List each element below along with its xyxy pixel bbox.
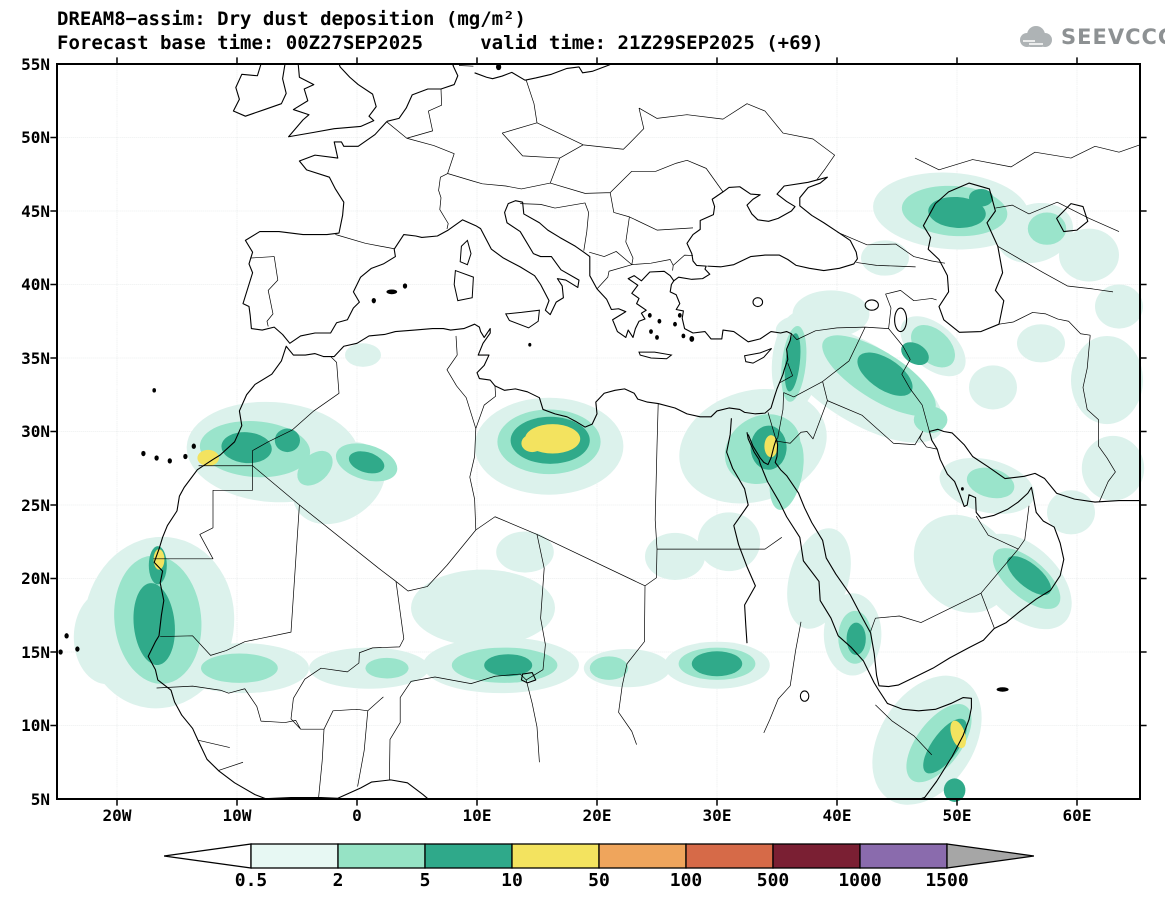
colorbar-label-10: 10 <box>501 870 523 891</box>
coastline-arabia-gulf-iran <box>748 429 1140 686</box>
map-frame-and-ticks <box>50 57 1146 805</box>
borders-north-africa <box>396 336 932 755</box>
colorbar-seg-0.5-2 <box>250 843 339 869</box>
cloud-icon <box>1020 26 1052 47</box>
lon-ticks <box>117 57 1077 806</box>
colorbar-seg-5-10 <box>424 843 513 869</box>
balearic-islands <box>371 283 532 347</box>
lon-label-40e: 40E <box>822 806 852 825</box>
colorbar-label-1000: 1000 <box>838 870 882 891</box>
colorbar-seg-2-5 <box>337 843 426 869</box>
colorbar <box>164 843 1034 869</box>
colorbar-arrow-below <box>164 843 252 869</box>
coastline-northsea-baltic <box>387 64 611 121</box>
dust-deposition-map <box>57 64 1140 799</box>
colorbar-seg-50-100 <box>598 843 687 869</box>
lon-label-50e: 50E <box>942 806 972 825</box>
canary-islands <box>141 388 196 464</box>
lat-label-35n: 35N <box>21 349 50 368</box>
coastline-redsea-somalia <box>747 432 971 798</box>
chart-title: DREAM8−assim: Dry dust deposition (mg/m²… <box>57 8 526 30</box>
coastline-ireland <box>233 64 286 116</box>
lat-label-40n: 40N <box>21 275 50 294</box>
lake-tuz <box>753 298 763 307</box>
lon-label-10w: 10W <box>222 806 252 825</box>
colorbar-label-1500: 1500 <box>925 870 969 891</box>
coastline-africa-levant-anatolia <box>148 281 791 799</box>
borders-middle-east <box>768 290 1029 631</box>
lon-label-10e: 10E <box>462 806 492 825</box>
lake-tana <box>800 691 808 701</box>
lat-ticks <box>50 138 1147 726</box>
colorbar-label-5: 5 <box>419 870 431 891</box>
logo-text: SEEVCCC <box>1061 25 1165 49</box>
cape-verde-islands <box>58 633 80 655</box>
lon-label-20w: 20W <box>102 806 132 825</box>
colorbar-label-100: 100 <box>669 870 703 891</box>
colorbar-seg-100-500 <box>685 843 774 869</box>
colorbar-seg-1000-1500 <box>859 843 948 869</box>
colorbar-arrow-above <box>946 843 1034 869</box>
lon-label-20e: 20E <box>582 806 612 825</box>
lake-chad <box>521 673 535 683</box>
colorbar-seg-10-50 <box>511 843 600 869</box>
sicily-island <box>506 310 540 328</box>
coastline-caspian-sea <box>923 183 1003 332</box>
lat-label-25n: 25N <box>21 496 50 515</box>
lon-label-60e: 60E <box>1062 806 1092 825</box>
colorbar-label-2: 2 <box>332 870 344 891</box>
coastline-aral-sea <box>1057 204 1088 232</box>
lake-urmia <box>895 308 907 332</box>
seevccc-logo: SEEVCCC <box>1015 24 1165 50</box>
country-borders <box>153 65 1140 797</box>
lat-label-30n: 30N <box>21 422 50 441</box>
lat-label-45n: 45N <box>21 202 50 221</box>
lat-label-10n: 10N <box>21 716 50 735</box>
lon-label-0: 0 <box>352 806 362 825</box>
sardinia-island <box>454 271 473 301</box>
aegean-islands <box>647 313 695 342</box>
coastlines <box>148 64 1140 799</box>
crete-island <box>639 352 671 359</box>
lake-van <box>865 300 878 310</box>
dust-shade-level1 <box>73 172 1145 805</box>
colorbar-label-50: 50 <box>588 870 610 891</box>
lat-label-50n: 50N <box>21 128 50 147</box>
lat-label-20n: 20N <box>21 569 50 588</box>
cyprus-island <box>745 348 772 363</box>
colorbar-label-500: 500 <box>756 870 790 891</box>
lon-label-30e: 30E <box>702 806 732 825</box>
coastline-europe <box>243 121 857 343</box>
other-islands <box>495 63 1009 692</box>
lat-label-5n: 5N <box>30 790 50 809</box>
colorbar-label-0.5: 0.5 <box>234 870 268 891</box>
coastline-nile-river <box>727 418 756 643</box>
islands-and-lakes <box>58 63 1009 702</box>
colorbar-seg-500-1000 <box>772 843 861 869</box>
lat-label-15n: 15N <box>21 643 50 662</box>
lat-label-55n: 55N <box>21 55 50 74</box>
coastline-britain <box>289 64 377 137</box>
borders-europe <box>250 65 834 326</box>
borders-west-africa <box>153 357 539 798</box>
dust-shade-level4 <box>153 424 967 749</box>
chart-subtitle-times: Forecast base time: 00Z27SEP2025 valid t… <box>57 32 824 54</box>
corsica-island <box>460 240 471 264</box>
borders-caucasus-central-asia <box>838 145 1140 502</box>
